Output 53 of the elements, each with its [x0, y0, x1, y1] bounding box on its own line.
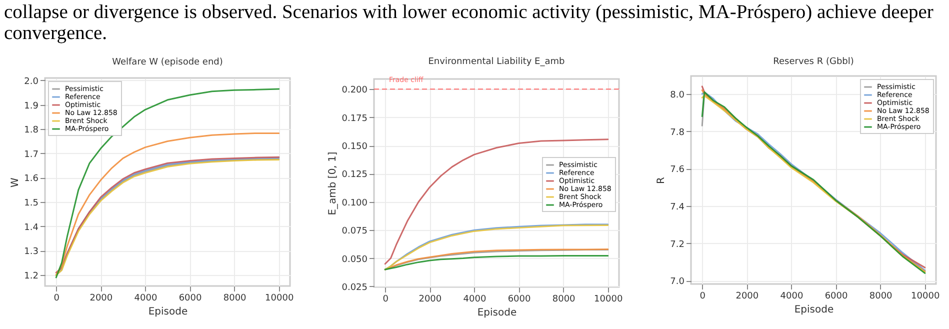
- y-tick-label: 7.8: [670, 128, 685, 138]
- x-tick-label: 2000: [418, 294, 442, 304]
- x-tick-label: 4000: [134, 294, 158, 304]
- y-tick-label: 1.2: [24, 272, 38, 282]
- y-tick-label: 0.025: [341, 282, 367, 293]
- x-tick-label: 4000: [780, 292, 804, 302]
- x-axis-title: Episode: [794, 304, 834, 316]
- y-tick-label: 7.2: [670, 240, 684, 250]
- y-tick-label: 2.0: [24, 76, 39, 87]
- y-tick-label: 1.8: [24, 126, 39, 136]
- y-axis-title: E_amb [0, 1]: [327, 152, 338, 216]
- line-series: [55, 132, 280, 276]
- y-tick-label: 0.150: [341, 142, 368, 152]
- chart-title: Environmental Liability E_amb: [428, 57, 565, 68]
- y-tick-label: 1.7: [24, 150, 38, 160]
- y-tick-label: 0.100: [341, 198, 368, 208]
- y-tick-label: 8.0: [670, 90, 685, 100]
- x-tick-label: 6000: [507, 294, 530, 304]
- x-tick-label: 8000: [223, 294, 247, 304]
- y-tick-label: 0.050: [341, 254, 368, 265]
- x-tick-label: 0: [700, 292, 706, 302]
- x-tick-label: 0: [382, 294, 388, 304]
- x-tick-label: 10000: [265, 294, 294, 304]
- x-tick-label: 6000: [178, 294, 202, 304]
- y-tick-label: 1.4: [24, 222, 39, 233]
- x-tick-label: 8000: [869, 292, 893, 302]
- chart-title: Reserves R (Gbbl): [773, 57, 854, 67]
- x-tick-label: 8000: [552, 294, 576, 304]
- x-tick-label: 6000: [824, 292, 848, 302]
- x-tick-label: 10000: [594, 294, 622, 304]
- x-tick-label: 10000: [911, 292, 940, 302]
- x-tick-label: 0: [54, 294, 60, 304]
- y-tick-label: 0.200: [341, 86, 368, 96]
- x-tick-label: 2000: [736, 292, 759, 302]
- line-series: [384, 255, 608, 270]
- y-tick-label: 0.125: [341, 170, 367, 180]
- y-tick-label: 1.6: [24, 174, 39, 184]
- y-tick-label: 7.0: [670, 277, 685, 288]
- x-tick-label: 2000: [90, 294, 113, 304]
- chart-title: Welfare W (episode end): [112, 57, 223, 68]
- y-tick-label: 0.175: [341, 114, 367, 124]
- y-tick-label: 1.3: [24, 247, 38, 258]
- y-axis-title: W: [10, 177, 22, 188]
- y-tick-label: 7.4: [670, 202, 685, 212]
- y-tick-label: 7.6: [670, 165, 685, 176]
- y-axis-title: R: [656, 176, 668, 184]
- y-tick-label: 0.075: [341, 226, 367, 237]
- x-axis-title: Episode: [476, 308, 516, 318]
- text: collapse or divergence is observed. Scenarios with lower economic activity (pessimistic, MA-Próspero) achieve deeper convergence.: [4, 2, 934, 44]
- x-axis-title: Episode: [148, 306, 188, 318]
- y-tick-label: 1.5: [24, 198, 38, 209]
- x-tick-label: 4000: [462, 294, 486, 304]
- y-tick-label: 1.9: [24, 101, 39, 112]
